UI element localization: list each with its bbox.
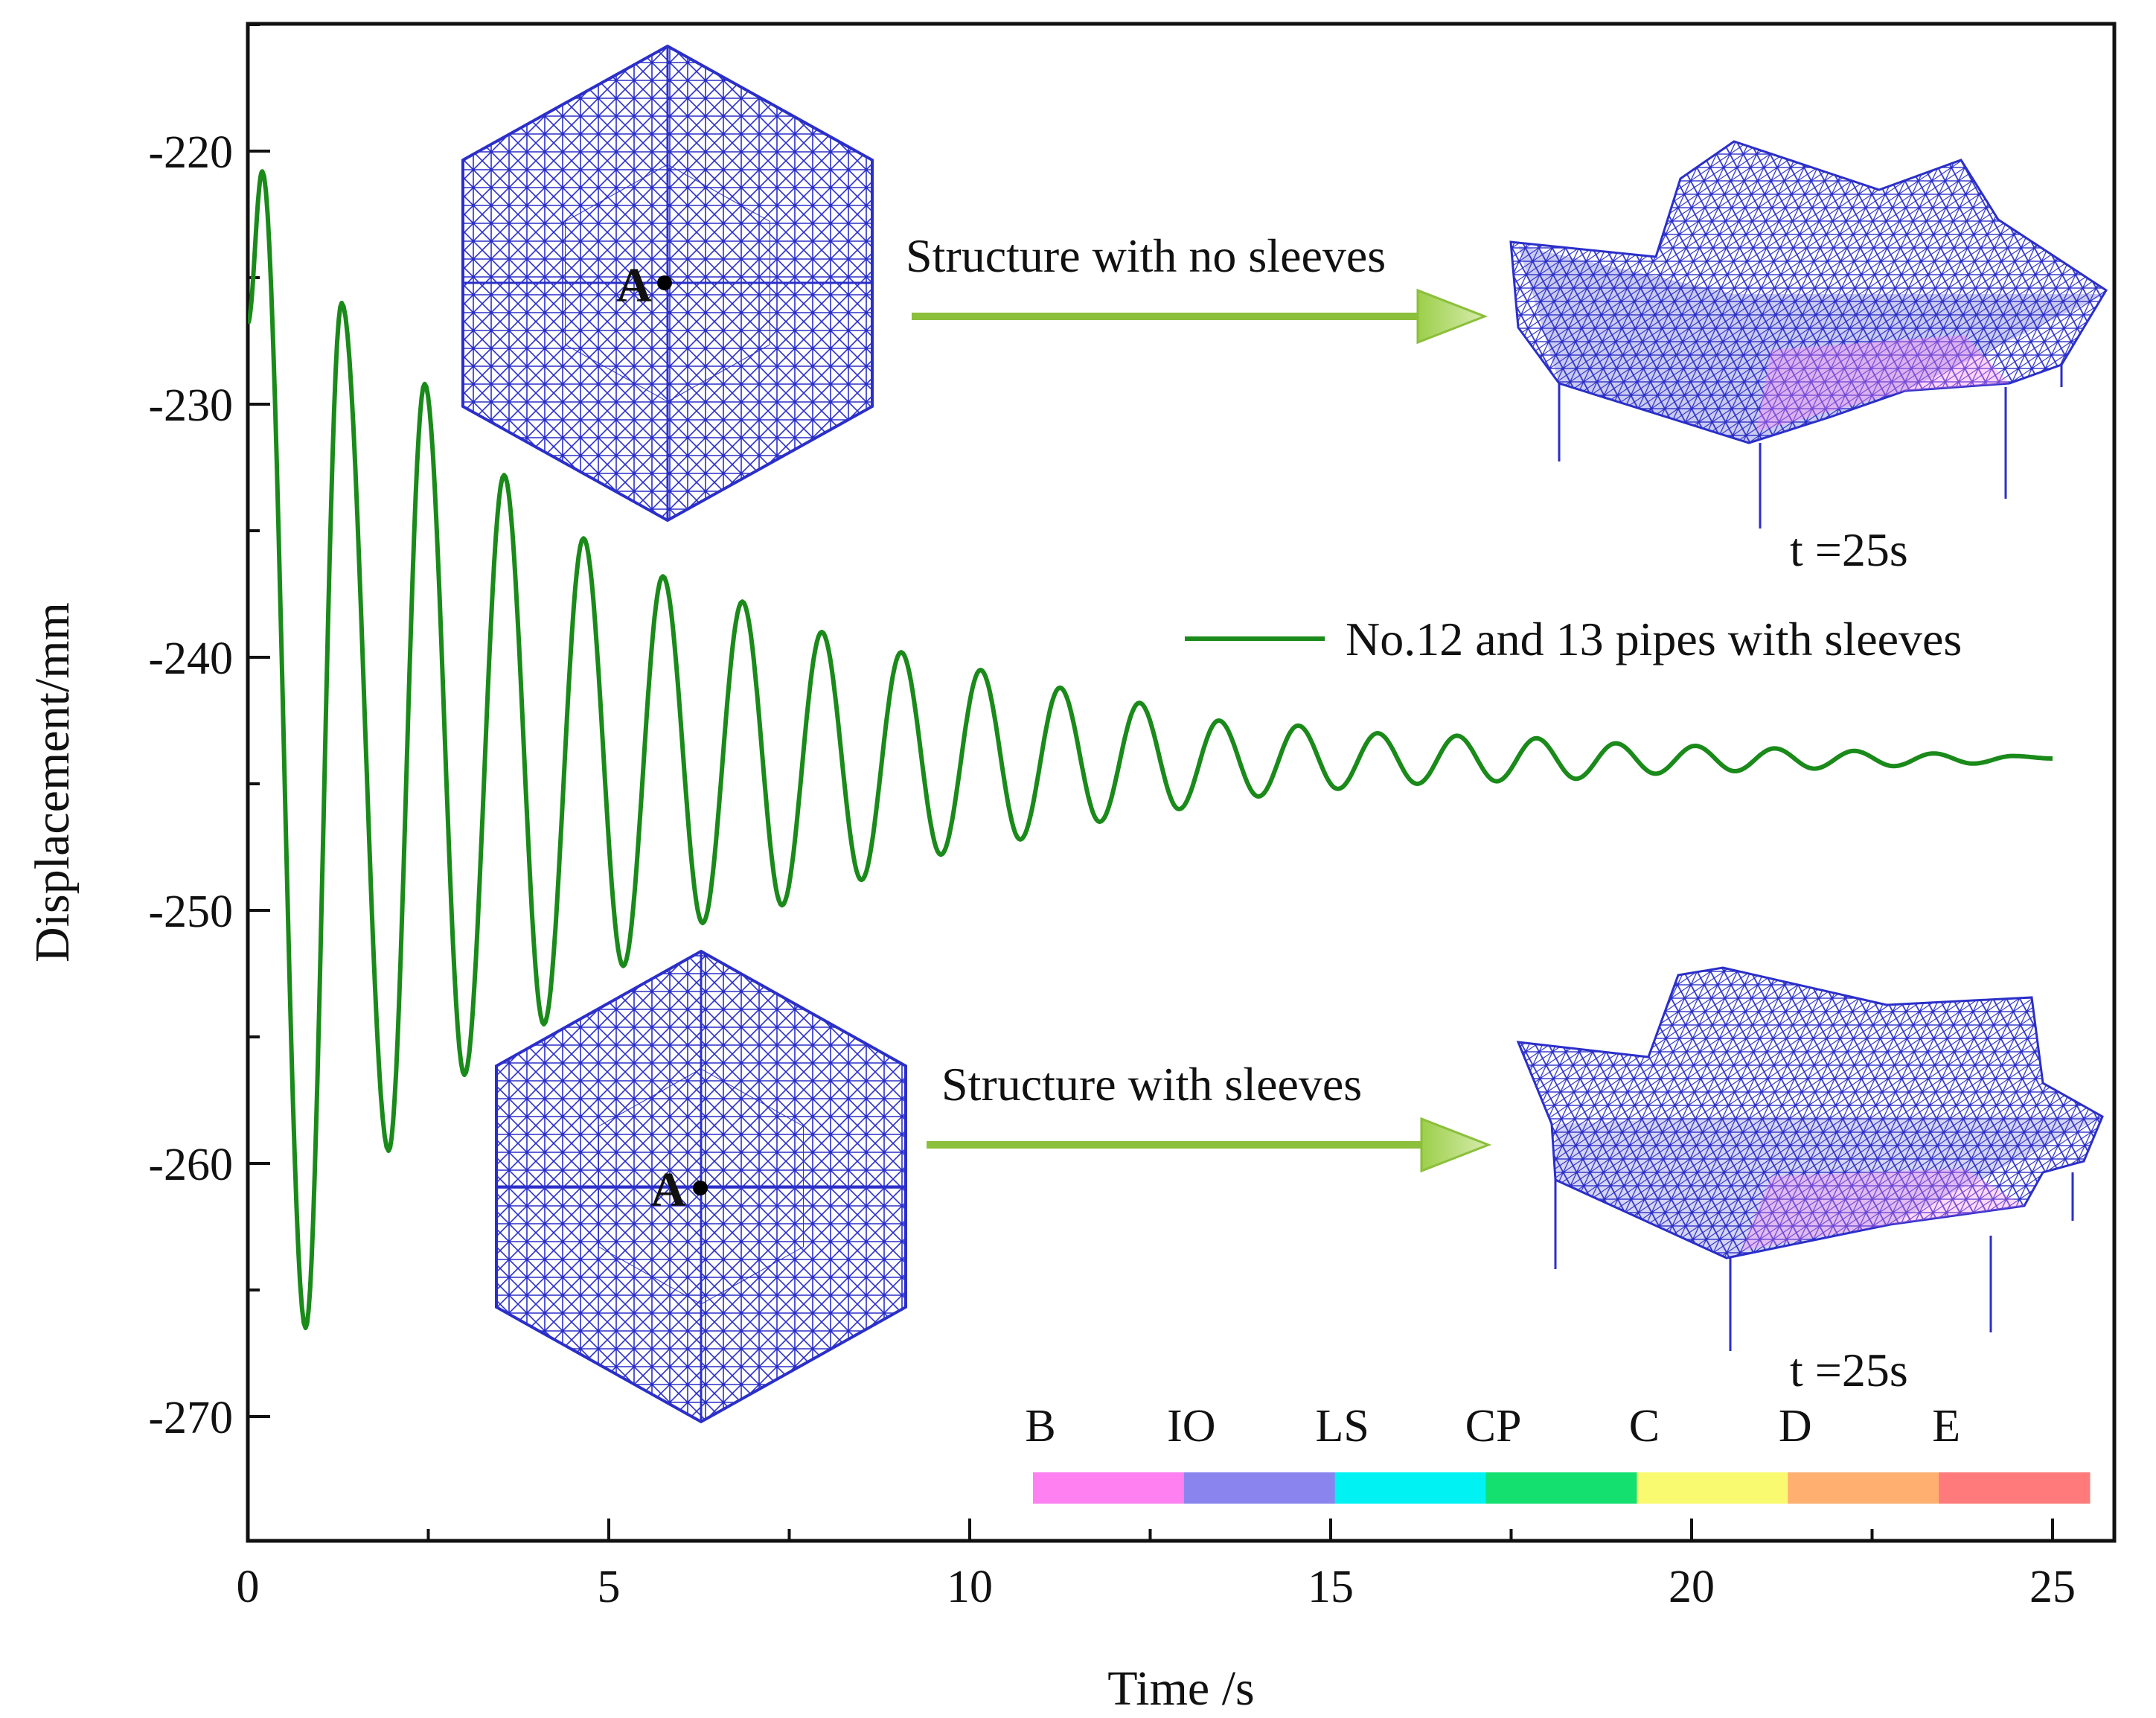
point-a-label-top: A xyxy=(616,258,652,313)
top-arrow xyxy=(912,288,1488,345)
point-a-marker-bottom xyxy=(693,1181,708,1195)
y-tick-label: -270 xyxy=(148,1393,233,1443)
bottom-time-label: t =25s xyxy=(1790,1344,1908,1396)
color-scale-label: D xyxy=(1779,1401,1812,1452)
color-scale-segment xyxy=(1788,1472,1939,1504)
top-arrow-label: Structure with no sleeves xyxy=(906,229,1386,282)
x-tick-label: 25 xyxy=(2029,1562,2076,1612)
top-3d-structure-inset xyxy=(1509,140,2108,529)
y-axis-title: Displacement/mm xyxy=(25,602,80,962)
color-scale-label: C xyxy=(1629,1401,1660,1452)
color-scale-segment xyxy=(1334,1472,1487,1504)
y-tick-label: -230 xyxy=(148,380,233,431)
color-scale-label: LS xyxy=(1316,1401,1369,1452)
point-a-marker-top xyxy=(657,275,672,290)
series-line-no12-13-pipes-with-sleeves xyxy=(248,169,2053,1330)
top-time-label: t =25s xyxy=(1790,523,1908,576)
color-scale-segment xyxy=(1183,1472,1336,1504)
bottom-arrow xyxy=(927,1117,1492,1173)
x-tick-label: 20 xyxy=(1669,1562,1715,1612)
point-a-label-bottom: A xyxy=(650,1163,686,1217)
color-scale-label: IO xyxy=(1167,1401,1215,1452)
y-tick-label: -240 xyxy=(148,633,233,684)
legend: No.12 and 13 pipes with sleeves xyxy=(1185,613,1962,665)
y-tick-label: -260 xyxy=(148,1140,233,1190)
color-scale-label: CP xyxy=(1465,1401,1522,1452)
y-tick-label: -250 xyxy=(148,887,233,937)
y-axis-ticks: -220 -230 -240 -250 -260 -270 xyxy=(148,23,270,1443)
legend-label: No.12 and 13 pipes with sleeves xyxy=(1346,613,1962,665)
x-axis-title: Time /s xyxy=(1107,1661,1254,1716)
x-tick-label: 0 xyxy=(237,1562,260,1612)
color-scale-segment xyxy=(1939,1472,2091,1504)
color-scale-segment xyxy=(1485,1472,1637,1504)
bottom-arrow-label: Structure with sleeves xyxy=(941,1058,1362,1111)
color-scale-label: E xyxy=(1932,1401,1960,1452)
x-axis-ticks: 0 5 10 15 20 25 xyxy=(237,1519,2076,1612)
x-tick-label: 15 xyxy=(1308,1562,1354,1612)
performance-color-scale: B IO LS CP C D E xyxy=(1025,1401,2091,1504)
bottom-3d-structure-inset xyxy=(1516,966,2104,1351)
color-scale-segment xyxy=(1033,1472,1185,1504)
x-tick-label: 10 xyxy=(947,1562,993,1612)
y-tick-label: -220 xyxy=(148,127,233,178)
color-scale-label: B xyxy=(1025,1401,1055,1452)
bottom-plan-mesh-inset: A xyxy=(495,949,907,1424)
x-tick-label: 5 xyxy=(598,1562,621,1612)
color-scale-segment xyxy=(1637,1472,1788,1504)
top-plan-mesh-inset: A xyxy=(461,44,874,523)
